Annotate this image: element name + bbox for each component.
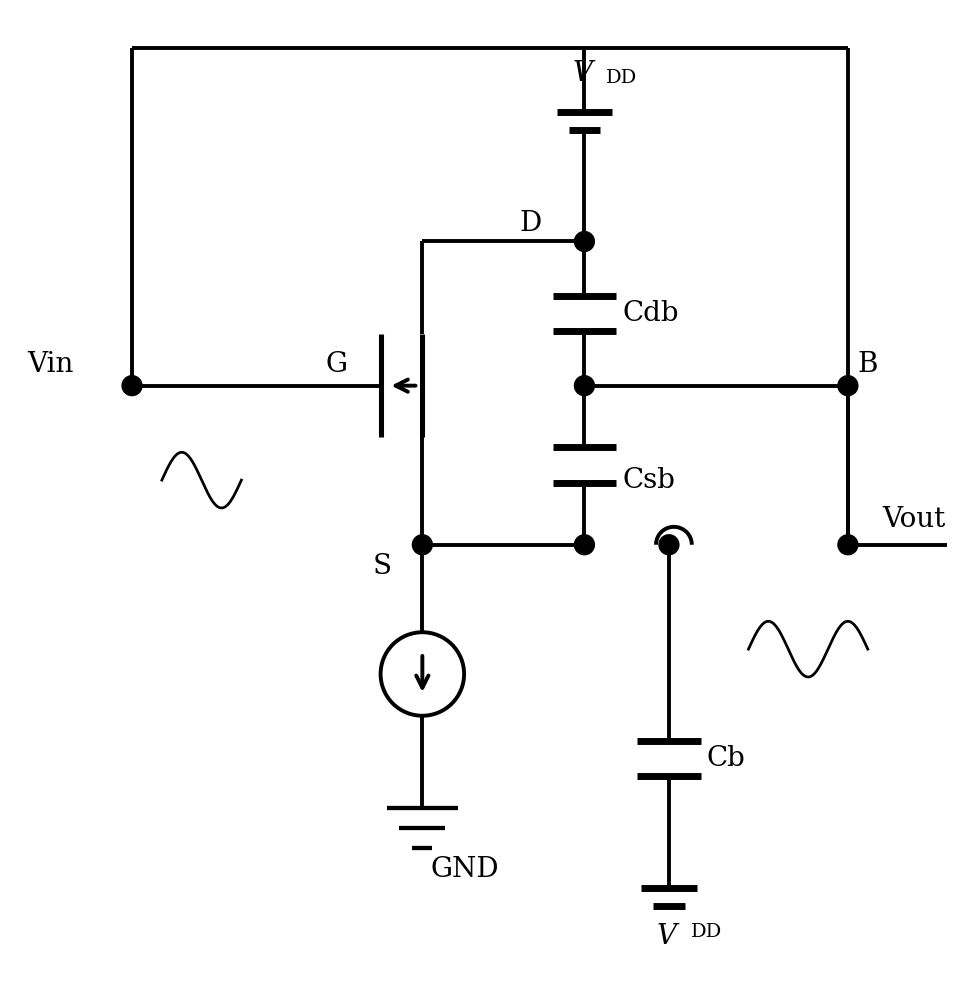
Text: G: G xyxy=(326,351,348,378)
Circle shape xyxy=(838,535,858,555)
Text: D: D xyxy=(520,210,542,237)
Text: Cb: Cb xyxy=(707,745,746,772)
Circle shape xyxy=(659,535,679,555)
Circle shape xyxy=(575,232,594,251)
Circle shape xyxy=(122,376,142,396)
Text: DD: DD xyxy=(607,69,638,87)
Text: Csb: Csb xyxy=(622,467,675,494)
Text: S: S xyxy=(373,553,391,580)
Circle shape xyxy=(412,535,433,555)
Text: Vout: Vout xyxy=(883,506,946,533)
Text: B: B xyxy=(858,351,878,378)
Text: Vin: Vin xyxy=(28,351,74,378)
Text: V: V xyxy=(657,923,677,950)
Circle shape xyxy=(575,535,594,555)
Text: V: V xyxy=(573,60,592,87)
Text: DD: DD xyxy=(691,923,722,941)
Circle shape xyxy=(838,376,858,396)
Circle shape xyxy=(575,376,594,396)
Text: GND: GND xyxy=(430,856,498,883)
Text: Cdb: Cdb xyxy=(622,300,679,327)
